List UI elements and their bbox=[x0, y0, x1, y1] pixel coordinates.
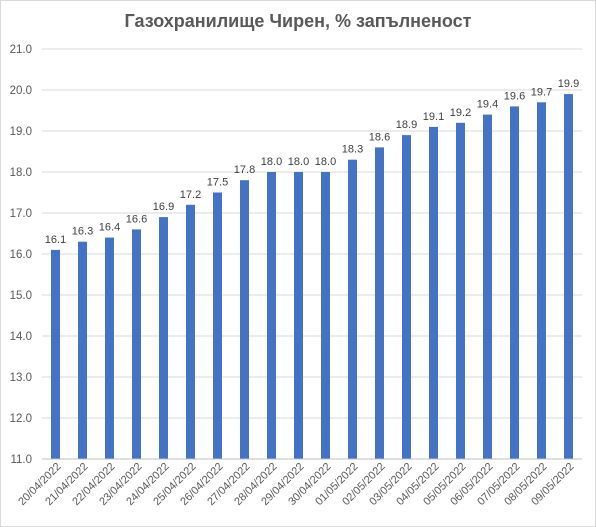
bar bbox=[186, 204, 195, 459]
data-label: 17.5 bbox=[207, 177, 228, 189]
bar bbox=[159, 217, 168, 459]
data-label: 18.0 bbox=[261, 156, 282, 168]
y-tick-label: 18.0 bbox=[10, 167, 32, 179]
bar bbox=[132, 229, 141, 459]
y-tick-label: 21.0 bbox=[10, 44, 32, 56]
y-tick-label: 11.0 bbox=[10, 454, 32, 466]
data-label: 16.9 bbox=[153, 201, 174, 213]
y-tick-label: 19.0 bbox=[10, 126, 32, 138]
data-label: 16.4 bbox=[99, 222, 120, 234]
bar bbox=[375, 147, 384, 459]
bar bbox=[456, 122, 465, 460]
data-label: 16.1 bbox=[45, 234, 66, 246]
data-label: 19.2 bbox=[450, 107, 471, 119]
data-label: 17.8 bbox=[234, 164, 255, 176]
bar bbox=[537, 102, 546, 460]
bar bbox=[429, 126, 438, 460]
data-label: 19.7 bbox=[531, 86, 552, 98]
data-label: 16.3 bbox=[72, 226, 93, 238]
data-label: 18.0 bbox=[288, 156, 309, 168]
data-label: 18.9 bbox=[396, 119, 417, 131]
data-label: 18.0 bbox=[315, 156, 336, 168]
data-label: 19.9 bbox=[558, 78, 579, 90]
y-tick-label: 14.0 bbox=[10, 331, 32, 343]
bar bbox=[213, 192, 222, 459]
data-label: 18.6 bbox=[369, 131, 390, 143]
bar bbox=[267, 172, 276, 459]
y-tick-label: 16.0 bbox=[10, 249, 32, 261]
bar bbox=[483, 114, 492, 459]
y-tick-label: 17.0 bbox=[10, 208, 32, 220]
bar bbox=[321, 172, 330, 459]
chart-title: Газохранилище Чирен, % запълненост bbox=[124, 11, 472, 31]
bar bbox=[51, 249, 60, 459]
data-label: 19.4 bbox=[477, 99, 498, 111]
y-tick-label: 15.0 bbox=[10, 290, 32, 302]
bar bbox=[564, 94, 573, 459]
bar bbox=[348, 159, 357, 459]
bar bbox=[294, 172, 303, 459]
bar bbox=[240, 180, 249, 459]
data-label: 17.2 bbox=[180, 189, 201, 201]
y-tick-label: 13.0 bbox=[10, 372, 32, 384]
y-tick-label: 20.0 bbox=[10, 85, 32, 97]
data-label: 19.1 bbox=[423, 111, 444, 123]
bar bbox=[402, 135, 411, 459]
data-label: 18.3 bbox=[342, 144, 363, 156]
bar bbox=[105, 237, 114, 459]
y-tick-label: 12.0 bbox=[10, 413, 32, 425]
data-label: 16.6 bbox=[126, 213, 147, 225]
bar bbox=[510, 106, 519, 460]
data-label: 19.6 bbox=[504, 90, 525, 102]
bar bbox=[78, 241, 87, 459]
